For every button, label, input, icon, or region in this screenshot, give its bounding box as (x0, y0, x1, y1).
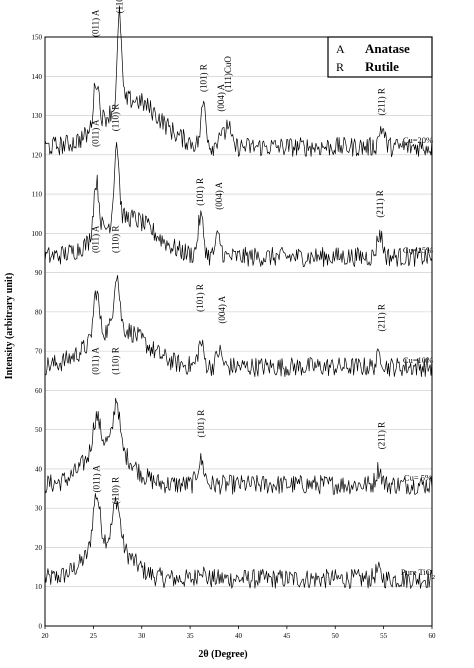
peak-annotation: (110) R (111, 104, 121, 131)
peak-annotation: (011) A (90, 347, 100, 375)
peak-annotation: (101) R (199, 64, 209, 92)
x-tick-label: 45 (283, 632, 291, 640)
y-tick-label: 130 (32, 112, 43, 120)
y-tick-label: 40 (35, 465, 43, 473)
x-tick-label: 35 (187, 632, 195, 640)
y-tick-label: 60 (35, 387, 43, 395)
x-tick-label: 30 (138, 632, 146, 640)
peak-annotation: (011) A (90, 119, 100, 147)
trace-label: Cu= 5% (404, 473, 432, 483)
x-tick-label: 20 (42, 632, 50, 640)
x-tick-label: 40 (235, 632, 243, 640)
series-line-1 (44, 397, 433, 495)
x-axis-title: 2θ (Degree) (198, 649, 247, 660)
peak-annotation: (211) R (377, 88, 387, 115)
x-tick-labels: 20 25 30 35 40 45 50 55 60 (42, 626, 437, 640)
y-tick-label: 30 (35, 505, 43, 513)
legend-key-anatase: A (336, 42, 345, 56)
peak-annotation: (101) R (195, 284, 205, 312)
x-tick-label: 60 (429, 632, 437, 640)
trace-label: Cu=15% (403, 245, 433, 255)
y-tick-label: 140 (32, 73, 43, 81)
peak-annotation: (011) A (90, 9, 100, 37)
trace-label: Cu=10% (403, 355, 433, 365)
peak-annotation: (110) R (111, 347, 121, 374)
peak-annotation: (110) R (111, 226, 121, 253)
peak-annotation: (110) R (111, 477, 121, 504)
peak-annotation: (211) R (375, 190, 385, 217)
legend-box (327, 36, 433, 78)
y-tick-label: 110 (32, 191, 43, 199)
y-tick-label: 90 (35, 269, 43, 277)
y-tick-label: 120 (32, 151, 43, 159)
series-line-3 (44, 141, 433, 267)
y-tick-label: 20 (35, 544, 43, 552)
peak-annotation: (101) R (196, 410, 206, 438)
peak-annotation: (004) A (216, 83, 226, 111)
y-axis-title: Intensity (arbitrary unit) (4, 273, 15, 380)
y-tick-label: 150 (32, 34, 43, 42)
peak-annotation: (211) R (377, 422, 387, 449)
series-line-0 (44, 493, 433, 589)
y-tick-label: 70 (35, 348, 43, 356)
legend-key-rutile: R (336, 60, 344, 74)
trace-label: Cu=20% (403, 135, 433, 145)
x-tick-label: 55 (380, 632, 388, 640)
peak-annotation: (101) R (195, 178, 205, 206)
peak-annotation: (011) A (91, 465, 101, 493)
y-tick-label: 80 (35, 308, 43, 316)
peak-annotation: (004) A (214, 182, 224, 210)
series-line-4 (44, 5, 433, 158)
peak-annotation: (004) A (217, 295, 227, 323)
legend: A Anatase R Rutile (327, 36, 433, 78)
x-tick-label: 50 (332, 632, 340, 640)
series-line-2 (44, 274, 433, 377)
y-tick-label: 0 (39, 623, 43, 631)
y-tick-label: 10 (35, 583, 43, 591)
legend-label-anatase: Anatase (365, 41, 410, 56)
peak-annotation: (011) A (90, 225, 100, 253)
peak-annotation: (211) R (377, 304, 387, 331)
series-lines (44, 5, 433, 589)
y-tick-label: 100 (32, 230, 43, 238)
peak-annotation: (110) R (115, 0, 125, 13)
peak-annotations: (011) A (110) R (011) A (110) R (101) R (211)… (90, 0, 386, 504)
x-tick-label: 25 (90, 632, 98, 640)
trace-label-subscript: 2 (432, 573, 435, 580)
y-tick-labels: 0 10 20 30 40 50 60 70 80 90 100 110 120 130 140 150 (32, 34, 43, 631)
peak-annotation: (111)CuO (223, 56, 233, 92)
gridlines (45, 36, 432, 627)
legend-label-rutile: Rutile (365, 59, 399, 74)
y-tick-label: 50 (35, 426, 43, 434)
